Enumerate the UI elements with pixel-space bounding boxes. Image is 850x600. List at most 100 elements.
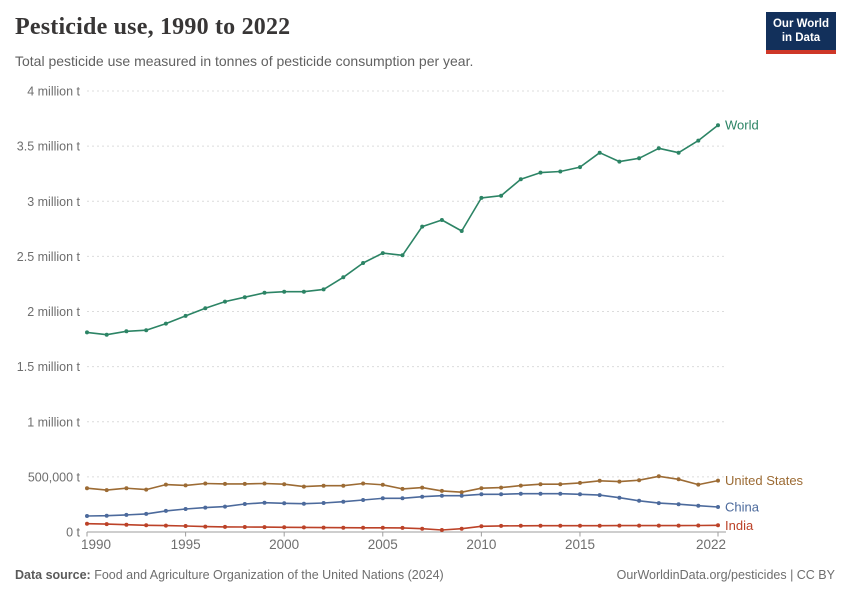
data-point[interactable] <box>597 493 602 498</box>
data-point[interactable] <box>341 483 346 488</box>
data-point[interactable] <box>183 313 188 318</box>
data-point[interactable] <box>656 146 661 151</box>
data-point[interactable] <box>321 501 326 505</box>
data-point[interactable] <box>203 481 208 486</box>
data-point[interactable] <box>163 508 168 513</box>
data-point[interactable] <box>321 525 326 530</box>
data-point[interactable] <box>439 493 444 498</box>
data-point[interactable] <box>597 523 602 528</box>
data-point[interactable] <box>676 477 681 482</box>
data-point[interactable] <box>361 498 366 502</box>
data-point[interactable] <box>183 524 188 528</box>
data-point[interactable] <box>282 501 287 506</box>
data-point[interactable] <box>85 521 89 526</box>
data-point[interactable] <box>479 195 484 200</box>
data-point[interactable] <box>597 478 602 483</box>
data-point[interactable] <box>223 524 227 529</box>
data-point[interactable] <box>459 490 464 495</box>
data-point[interactable] <box>656 474 661 479</box>
data-point[interactable] <box>696 138 701 143</box>
data-point[interactable] <box>341 499 346 504</box>
data-point[interactable] <box>439 528 444 532</box>
data-point[interactable] <box>637 523 642 528</box>
data-point[interactable] <box>380 496 385 501</box>
data-point[interactable] <box>676 523 681 528</box>
data-point[interactable] <box>499 523 504 528</box>
data-point[interactable] <box>124 512 129 517</box>
data-point[interactable] <box>203 505 208 510</box>
data-point[interactable] <box>104 522 109 527</box>
series-line[interactable] <box>86 124 719 336</box>
data-point[interactable] <box>144 487 149 492</box>
credit-link[interactable]: OurWorldinData.org/pesticides | CC BY <box>616 568 835 582</box>
data-point[interactable] <box>282 525 287 530</box>
data-point[interactable] <box>85 486 89 491</box>
data-point[interactable] <box>538 523 543 528</box>
data-point[interactable] <box>242 502 247 506</box>
data-point[interactable] <box>282 482 287 487</box>
data-point[interactable] <box>676 502 681 507</box>
data-point[interactable] <box>716 478 720 483</box>
data-point[interactable] <box>104 488 109 493</box>
data-point[interactable] <box>656 501 661 506</box>
data-point[interactable] <box>597 150 602 155</box>
data-point[interactable] <box>617 523 622 528</box>
series-united-states[interactable]: United States <box>85 473 804 495</box>
data-point[interactable] <box>282 289 287 294</box>
data-point[interactable] <box>696 523 701 528</box>
data-point[interactable] <box>538 170 543 175</box>
data-point[interactable] <box>420 485 425 490</box>
data-point[interactable] <box>163 523 168 528</box>
data-point[interactable] <box>479 486 484 491</box>
data-point[interactable] <box>499 193 504 198</box>
data-point[interactable] <box>439 488 444 493</box>
data-point[interactable] <box>558 491 563 496</box>
data-point[interactable] <box>637 156 642 161</box>
data-point[interactable] <box>400 253 405 258</box>
data-point[interactable] <box>617 479 622 484</box>
data-point[interactable] <box>341 525 346 530</box>
data-point[interactable] <box>183 483 188 488</box>
data-point[interactable] <box>676 150 681 155</box>
data-point[interactable] <box>479 524 484 529</box>
data-point[interactable] <box>262 290 267 295</box>
data-point[interactable] <box>223 299 227 304</box>
data-point[interactable] <box>301 484 306 489</box>
data-point[interactable] <box>420 494 425 499</box>
data-point[interactable] <box>656 523 661 528</box>
data-point[interactable] <box>183 507 188 511</box>
data-point[interactable] <box>301 289 306 294</box>
data-point[interactable] <box>499 492 504 497</box>
owid-logo[interactable]: Our World in Data <box>766 12 836 54</box>
data-point[interactable] <box>242 525 247 529</box>
data-point[interactable] <box>301 501 306 506</box>
data-point[interactable] <box>380 251 385 256</box>
data-point[interactable] <box>380 525 385 530</box>
data-point[interactable] <box>163 482 168 487</box>
data-point[interactable] <box>420 224 425 229</box>
data-point[interactable] <box>617 495 622 500</box>
data-point[interactable] <box>203 306 208 311</box>
data-point[interactable] <box>223 504 227 509</box>
data-point[interactable] <box>617 159 622 164</box>
data-point[interactable] <box>518 177 523 182</box>
data-point[interactable] <box>163 321 168 326</box>
data-point[interactable] <box>558 523 563 528</box>
data-point[interactable] <box>262 525 267 530</box>
data-point[interactable] <box>301 525 306 530</box>
data-point[interactable] <box>518 483 523 488</box>
data-point[interactable] <box>124 329 129 334</box>
data-point[interactable] <box>439 218 444 222</box>
data-point[interactable] <box>578 523 582 528</box>
data-point[interactable] <box>637 498 642 503</box>
data-point[interactable] <box>361 261 366 265</box>
data-point[interactable] <box>637 478 642 483</box>
data-point[interactable] <box>144 523 149 528</box>
data-point[interactable] <box>85 514 89 518</box>
data-point[interactable] <box>400 496 405 501</box>
data-point[interactable] <box>518 523 523 528</box>
data-point[interactable] <box>223 481 227 486</box>
data-point[interactable] <box>558 482 563 487</box>
data-point[interactable] <box>242 481 247 486</box>
